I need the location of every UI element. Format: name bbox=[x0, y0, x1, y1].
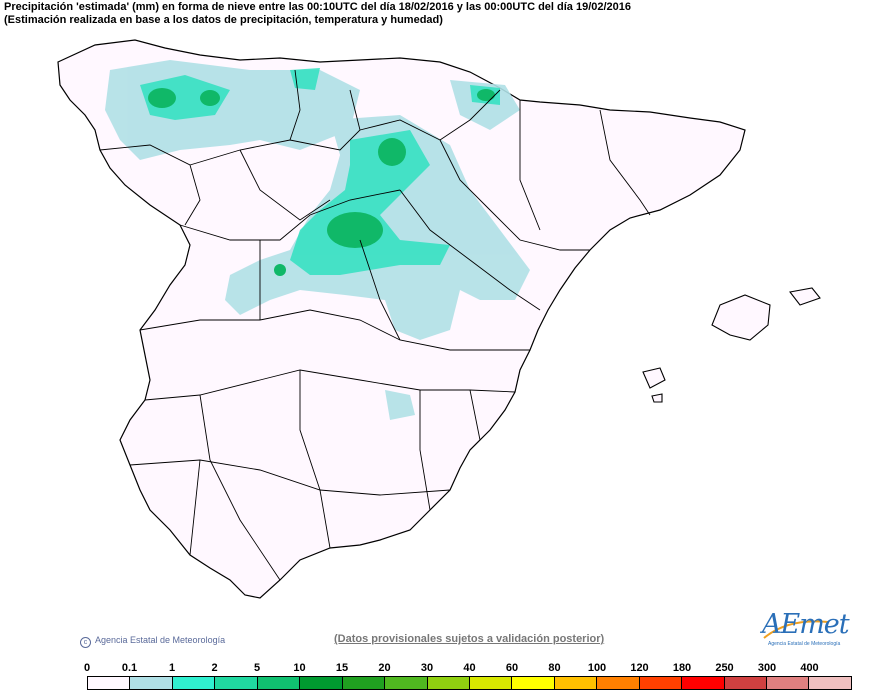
title-line-2: (Estimación realizada en base a los dato… bbox=[4, 14, 443, 26]
legend-tick-17: 400 bbox=[800, 662, 819, 674]
legend-swatch-12 bbox=[597, 677, 640, 689]
legend-tick-12: 100 bbox=[587, 662, 607, 674]
ibiza-island bbox=[642, 367, 666, 389]
menorca-island bbox=[789, 287, 821, 306]
legend-tick-14: 180 bbox=[672, 662, 692, 674]
formentera-island bbox=[651, 393, 663, 403]
legend-swatch-8 bbox=[427, 677, 470, 689]
legend-swatch-14 bbox=[682, 677, 725, 689]
legend-swatch-13 bbox=[639, 677, 683, 689]
legend-tick-15: 250 bbox=[715, 662, 734, 674]
legend-swatch-1 bbox=[130, 677, 173, 689]
legend-swatch-15 bbox=[724, 677, 767, 689]
legend-swatch-4 bbox=[257, 677, 301, 689]
legend-swatch-10 bbox=[512, 677, 555, 689]
legend-tick-0: 0 bbox=[83, 662, 91, 674]
legend-swatch-11 bbox=[554, 677, 598, 689]
legend-tick-6: 15 bbox=[335, 662, 349, 674]
legend-tick-labels: 0 0.1 1 2 5 10 15 20 30 40 60 80 100 120 180 250 300 400 bbox=[0, 662, 870, 676]
legend-swatch-6 bbox=[342, 677, 386, 689]
legend-tick-10: 60 bbox=[505, 662, 519, 674]
aemet-logo-text: AEmet bbox=[762, 609, 850, 640]
precip-cyan-areas bbox=[140, 68, 500, 275]
legend-swatch-7 bbox=[385, 677, 428, 689]
legend-swatch-2 bbox=[172, 677, 216, 689]
aemet-logo-icon bbox=[763, 620, 829, 639]
provisional-data-disclaimer: (Datos provisionales sujetos a validació… bbox=[334, 633, 605, 645]
map-title: Precipitación 'estimada' (mm) en forma d… bbox=[4, 1, 631, 27]
precip-green-cores bbox=[148, 88, 495, 276]
copyright-icon: c bbox=[80, 637, 91, 648]
legend-tick-3: 2 bbox=[211, 662, 218, 674]
legend-tick-11: 80 bbox=[548, 662, 561, 674]
legend-swatch-9 bbox=[469, 677, 513, 689]
legend-color-scale bbox=[87, 676, 852, 690]
legend-tick-5: 10 bbox=[293, 662, 306, 674]
legend-tick-16: 300 bbox=[757, 662, 777, 674]
legend-tick-2: 1 bbox=[168, 662, 176, 674]
legend-swatch-0 bbox=[88, 677, 131, 689]
province-borders bbox=[99, 69, 651, 581]
legend-swatch-16 bbox=[767, 677, 810, 689]
legend-swatch-17 bbox=[809, 677, 851, 689]
legend-tick-9: 40 bbox=[463, 662, 476, 674]
legend-tick-8: 30 bbox=[420, 662, 434, 674]
legend-swatch-5 bbox=[300, 677, 343, 689]
mallorca-island bbox=[711, 294, 771, 341]
legend-tick-1: 0.1 bbox=[121, 662, 138, 674]
legend-tick-7: 20 bbox=[378, 662, 391, 674]
agency-credit: c Agencia Estatal de Meteorología bbox=[80, 635, 225, 648]
aemet-logo-subtext: Agencia Estatal de Meteorología bbox=[768, 641, 841, 647]
legend-swatch-3 bbox=[215, 677, 258, 689]
legend-tick-4: 5 bbox=[253, 662, 261, 674]
legend-tick-13: 120 bbox=[630, 662, 649, 674]
title-line-1: Precipitación 'estimada' (mm) en forma d… bbox=[4, 1, 632, 13]
